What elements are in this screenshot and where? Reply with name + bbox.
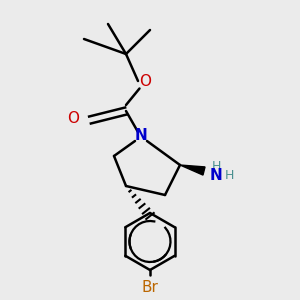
Polygon shape (180, 165, 205, 175)
Text: N: N (135, 128, 147, 142)
Text: Br: Br (142, 280, 158, 296)
Text: H: H (225, 169, 234, 182)
Text: O: O (68, 111, 80, 126)
Text: N: N (210, 168, 222, 183)
Text: O: O (140, 74, 152, 88)
Text: H: H (211, 160, 221, 173)
